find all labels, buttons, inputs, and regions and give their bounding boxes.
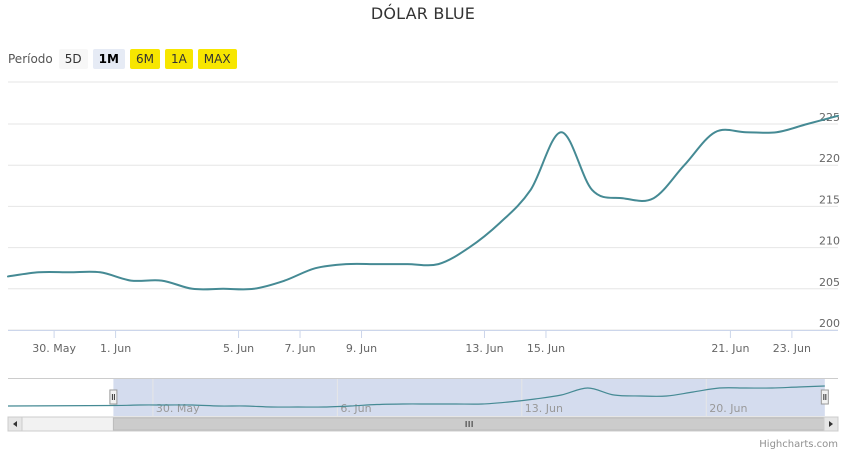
y-tick-label: 210 bbox=[819, 235, 840, 248]
x-tick-label: 15. Jun bbox=[527, 342, 565, 355]
navigator-tick-label: 6. Jun bbox=[340, 402, 371, 415]
range-button-1m[interactable]: 1M bbox=[92, 49, 125, 69]
x-tick-label: 13. Jun bbox=[465, 342, 503, 355]
navigator: 30. May 6. Jun 13. Jun 20. Jun bbox=[7, 378, 838, 416]
navigator-tick-label: 30. May bbox=[156, 402, 200, 415]
arrow-right-icon bbox=[829, 421, 833, 427]
y-tick-label: 220 bbox=[819, 152, 840, 165]
scrollbar[interactable] bbox=[7, 416, 839, 432]
x-tick-label: 23. Jun bbox=[773, 342, 811, 355]
x-tick-label: 21. Jun bbox=[711, 342, 749, 355]
x-axis: 30. May 1. Jun 5. Jun 7. Jun 9. Jun 13. Jun 15… bbox=[8, 330, 838, 355]
x-tick-label: 9. Jun bbox=[346, 342, 377, 355]
navigator-series-line bbox=[7, 385, 825, 408]
y-tick-label: 215 bbox=[819, 193, 840, 206]
range-button-5d[interactable]: 5D bbox=[58, 49, 88, 69]
range-button-1a[interactable]: 1A bbox=[164, 49, 193, 69]
navigator-handle-left[interactable] bbox=[109, 389, 118, 405]
range-button-6m[interactable]: 6M bbox=[129, 49, 160, 69]
arrow-left-icon bbox=[13, 421, 17, 427]
y-gridlines bbox=[8, 81, 838, 331]
navigator-handle-left-body bbox=[109, 389, 118, 405]
chart-title: DÓLAR BLUE bbox=[370, 4, 476, 23]
navigator-tick-label: 20. Jun bbox=[709, 402, 747, 415]
x-tick-label: 1. Jun bbox=[100, 342, 131, 355]
navigator-tick-label: 13. Jun bbox=[525, 402, 563, 415]
navigator-handle-right-body bbox=[820, 389, 829, 405]
x-tick-label: 30. May bbox=[32, 342, 76, 355]
range-selector-label: Período bbox=[8, 52, 53, 66]
x-tick-label: 7. Jun bbox=[284, 342, 315, 355]
series-line bbox=[7, 114, 839, 291]
x-tick-label: 5. Jun bbox=[223, 342, 254, 355]
y-tick-label: 205 bbox=[819, 276, 840, 289]
range-button-max[interactable]: MAX bbox=[197, 49, 237, 69]
range-selector: Período 5D 1M 6M 1A MAX bbox=[8, 48, 242, 70]
credits-link[interactable]: Highcharts.com bbox=[759, 439, 838, 450]
navigator-handle-right[interactable] bbox=[820, 389, 829, 405]
y-tick-label: 200 bbox=[819, 317, 840, 330]
